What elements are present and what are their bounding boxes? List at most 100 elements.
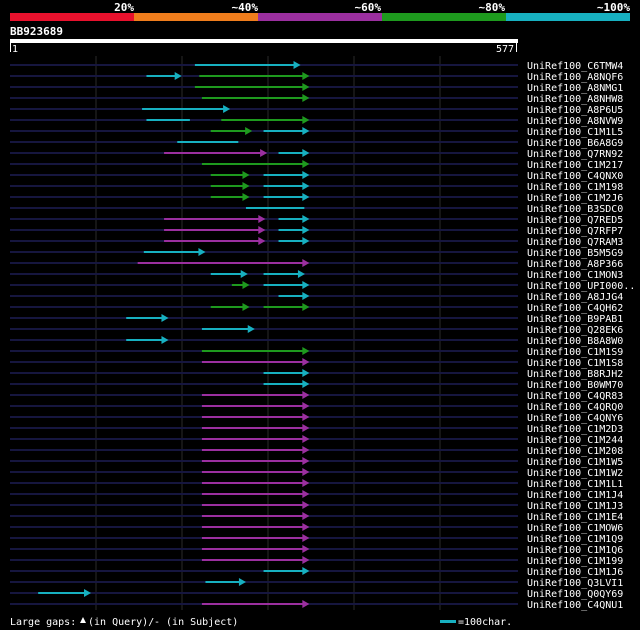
hit-row[interactable]: UniRef100_A8NMG1: [10, 83, 623, 94]
hit-id-label[interactable]: UniRef100_A8NVW9: [527, 116, 623, 127]
hit-row[interactable]: UniRef100_C1M1S8: [10, 358, 623, 369]
hit-row[interactable]: UniRef100_C1M199: [10, 556, 623, 567]
hit-row[interactable]: UniRef100_C4QRQ0: [10, 402, 623, 413]
hit-row[interactable]: UniRef100_C4QNX0: [10, 171, 623, 182]
hit-row[interactable]: UniRef100_C1M1E4: [10, 512, 623, 523]
hit-id-label[interactable]: UniRef100_C4QNX0: [527, 171, 623, 182]
hit-id-label[interactable]: UniRef100_C1M1L1: [527, 479, 623, 490]
hit-row[interactable]: UniRef100_C1M1J6: [10, 567, 623, 578]
hit-row[interactable]: UniRef100_C1M1W2: [10, 468, 623, 479]
hit-row[interactable]: UniRef100_C1M1L1: [10, 479, 623, 490]
hit-row[interactable]: UniRef100_C1MON3: [10, 270, 623, 281]
hit-row[interactable]: UniRef100_B6A8G9: [10, 138, 623, 149]
hit-id-label[interactable]: UniRef100_B3SDC0: [527, 204, 623, 215]
hit-id-label[interactable]: UniRef100_B5M5G9: [527, 248, 623, 259]
hit-id-label[interactable]: UniRef100_Q7RED5: [527, 215, 623, 226]
hit-id-label[interactable]: UniRef100_A8JJG4: [527, 292, 623, 303]
hit-id-label[interactable]: UniRef100_C4QRQ0: [527, 402, 623, 413]
hit-id-label[interactable]: UniRef100_C4QNU1: [527, 600, 623, 611]
hit-row[interactable]: UniRef100_C1M1J3: [10, 501, 623, 512]
hit-row[interactable]: UniRef100_Q7RED5: [10, 215, 623, 226]
hit-id-label[interactable]: UniRef100_C1M217: [527, 160, 623, 171]
hit-id-label[interactable]: UniRef100_UPI000..: [527, 281, 635, 292]
hit-row[interactable]: UniRef100_Q28EK6: [10, 325, 623, 336]
hit-id-label[interactable]: UniRef100_Q7RFP7: [527, 226, 623, 237]
hit-id-label[interactable]: UniRef100_Q7RAM3: [527, 237, 623, 248]
hit-row[interactable]: UniRef100_C4QH62: [10, 303, 623, 314]
hit-id-label[interactable]: UniRef100_A8P366: [527, 259, 623, 270]
hit-id-label[interactable]: UniRef100_C4QR83: [527, 391, 623, 402]
hit-id-label[interactable]: UniRef100_C1M199: [527, 556, 623, 567]
hit-row[interactable]: UniRef100_A8NHW8: [10, 94, 623, 105]
hit-id-label[interactable]: UniRef100_C1M244: [527, 435, 623, 446]
hit-row[interactable]: UniRef100_C1M244: [10, 435, 623, 446]
hit-row[interactable]: UniRef100_Q7RN92: [10, 149, 623, 160]
hit-id-label[interactable]: UniRef100_B8RJH2: [527, 369, 623, 380]
hit-row[interactable]: UniRef100_C1M208: [10, 446, 623, 457]
hit-id-label[interactable]: UniRef100_C1M1W2: [527, 468, 623, 479]
hit-id-label[interactable]: UniRef100_C1M1J4: [527, 490, 623, 501]
hit-row[interactable]: UniRef100_Q3LVI1: [10, 578, 623, 589]
hit-row[interactable]: UniRef100_C1M217: [10, 160, 623, 171]
hit-id-label[interactable]: UniRef100_C1M1S8: [527, 358, 623, 369]
hit-id-label[interactable]: UniRef100_A8NHW8: [527, 94, 623, 105]
hit-id-label[interactable]: UniRef100_C1M1J3: [527, 501, 623, 512]
hit-id-label[interactable]: UniRef100_C1M1J6: [527, 567, 623, 578]
hit-id-label[interactable]: UniRef100_Q28EK6: [527, 325, 623, 336]
hit-id-label[interactable]: UniRef100_C1M1W5: [527, 457, 623, 468]
hit-row[interactable]: UniRef100_A8NVW9: [10, 116, 623, 127]
hit-row[interactable]: UniRef100_C1M1L5: [10, 127, 623, 138]
hit-row[interactable]: UniRef100_A8NQF6: [10, 72, 623, 83]
hit-id-label[interactable]: UniRef100_C1M1Q9: [527, 534, 623, 545]
hit-id-label[interactable]: UniRef100_B0WM70: [527, 380, 623, 391]
hit-row[interactable]: UniRef100_C4QNU1: [10, 600, 623, 611]
hit-id-label[interactable]: UniRef100_C6TMW4: [527, 61, 623, 72]
hit-id-label[interactable]: UniRef100_A8NQF6: [527, 72, 623, 83]
hit-row[interactable]: UniRef100_C1M2D3: [10, 424, 623, 435]
hit-row[interactable]: UniRef100_B3SDC0: [10, 204, 623, 215]
hit-row[interactable]: UniRef100_C4QR83: [10, 391, 623, 402]
hit-row[interactable]: UniRef100_C1MOW6: [10, 523, 623, 534]
hit-id-label[interactable]: UniRef100_C1M2D3: [527, 424, 623, 435]
hit-id-label[interactable]: UniRef100_B8A8W0: [527, 336, 623, 347]
hit-id-label[interactable]: UniRef100_C4QNY6: [527, 413, 623, 424]
hit-row[interactable]: UniRef100_B9PAB1: [10, 314, 623, 325]
hit-id-label[interactable]: UniRef100_C1M1S9: [527, 347, 623, 358]
hit-id-label[interactable]: UniRef100_B6A8G9: [527, 138, 623, 149]
hit-id-label[interactable]: UniRef100_C1M1L5: [527, 127, 623, 138]
hit-id-label[interactable]: UniRef100_C4QH62: [527, 303, 623, 314]
hit-row[interactable]: UniRef100_Q7RFP7: [10, 226, 623, 237]
hit-id-label[interactable]: UniRef100_C1MOW6: [527, 523, 623, 534]
hit-row[interactable]: UniRef100_B0WM70: [10, 380, 623, 391]
hit-row[interactable]: UniRef100_C1M1W5: [10, 457, 623, 468]
hit-id-label[interactable]: UniRef100_A8P6U5: [527, 105, 623, 116]
hit-row[interactable]: UniRef100_A8JJG4: [10, 292, 623, 303]
hit-row[interactable]: UniRef100_B8A8W0: [10, 336, 623, 347]
hit-id-label[interactable]: UniRef100_B9PAB1: [527, 314, 623, 325]
hit-row[interactable]: UniRef100_C1M2J6: [10, 193, 623, 204]
hit-row[interactable]: UniRef100_C4QNY6: [10, 413, 623, 424]
hit-id-label[interactable]: UniRef100_C1M208: [527, 446, 623, 457]
hit-id-label[interactable]: UniRef100_C1MON3: [527, 270, 623, 281]
hit-id-label[interactable]: UniRef100_C1M198: [527, 182, 623, 193]
hit-row[interactable]: UniRef100_C1M1Q9: [10, 534, 623, 545]
hit-row[interactable]: UniRef100_C1M1S9: [10, 347, 623, 358]
hit-row[interactable]: UniRef100_Q7RAM3: [10, 237, 623, 248]
hit-id-label[interactable]: UniRef100_C1M2J6: [527, 193, 623, 204]
hit-row[interactable]: UniRef100_UPI000..: [10, 281, 635, 292]
hit-id-label[interactable]: UniRef100_C1M1Q6: [527, 545, 623, 556]
hit-row[interactable]: UniRef100_A8P366: [10, 259, 623, 270]
hit-id-label[interactable]: UniRef100_Q3LVI1: [527, 578, 623, 589]
hit-id-label[interactable]: UniRef100_Q7RN92: [527, 149, 623, 160]
hit-row[interactable]: UniRef100_B8RJH2: [10, 369, 623, 380]
hit-row[interactable]: UniRef100_C6TMW4: [10, 61, 623, 72]
hit-row[interactable]: UniRef100_B5M5G9: [10, 248, 623, 259]
hit-row[interactable]: UniRef100_Q0QY69: [10, 589, 623, 600]
hit-id-label[interactable]: UniRef100_A8NMG1: [527, 83, 623, 94]
hit-id-label[interactable]: UniRef100_C1M1E4: [527, 512, 623, 523]
hit-row[interactable]: UniRef100_A8P6U5: [10, 105, 623, 116]
hit-row[interactable]: UniRef100_C1M1J4: [10, 490, 623, 501]
hit-id-label[interactable]: UniRef100_Q0QY69: [527, 589, 623, 600]
hit-row[interactable]: UniRef100_C1M1Q6: [10, 545, 623, 556]
hit-row[interactable]: UniRef100_C1M198: [10, 182, 623, 193]
